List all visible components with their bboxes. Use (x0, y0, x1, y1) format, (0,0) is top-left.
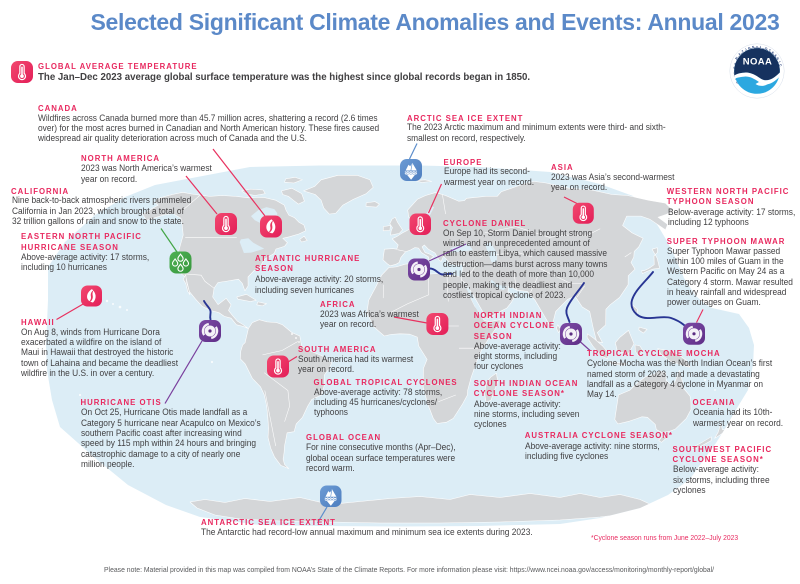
svg-text:C: C (768, 48, 773, 53)
svg-text:O: O (764, 46, 768, 51)
svg-text:N: N (775, 57, 780, 62)
svg-text:A: A (773, 53, 778, 58)
svg-text:O: O (747, 46, 751, 51)
svg-text:N: N (734, 56, 739, 61)
svg-text:N: N (752, 45, 756, 49)
svg-text:E: E (771, 51, 775, 55)
svg-text:I: I (745, 47, 748, 51)
svg-text:NOAA: NOAA (743, 57, 773, 68)
svg-text:T: T (741, 49, 745, 53)
svg-text:I: I (777, 61, 781, 63)
svg-text:L: L (760, 45, 763, 49)
svg-text:A: A (756, 45, 759, 49)
svg-text:A: A (737, 51, 742, 56)
svg-text:C: C (778, 64, 783, 68)
